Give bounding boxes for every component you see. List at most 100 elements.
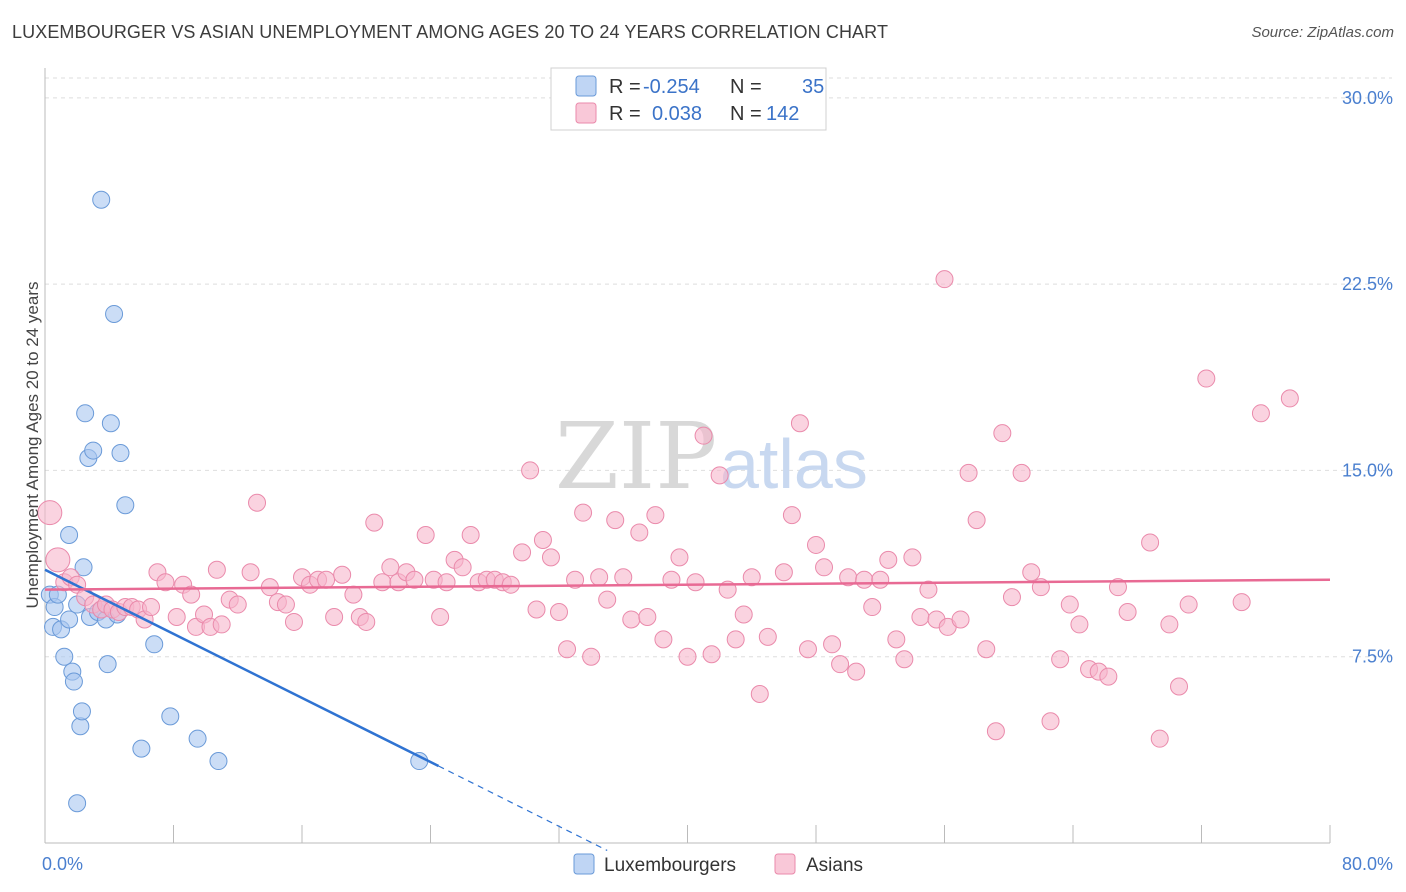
point-asians-40	[344, 585, 363, 604]
point-luxembourgers-27	[111, 444, 130, 463]
point-asians-107	[887, 630, 906, 649]
bottom-legend: Luxembourgers Asians	[573, 853, 863, 876]
point-asians-126	[1051, 650, 1070, 669]
point-asians-121	[1002, 588, 1021, 607]
x-tick-label-max: 80.0%	[1342, 854, 1393, 874]
point-asians-24	[207, 560, 226, 579]
point-asians-118	[977, 640, 996, 659]
point-asians-43	[365, 513, 384, 532]
point-asians-42	[357, 612, 376, 631]
point-asians-64	[533, 530, 552, 549]
point-luxembourgers-18	[84, 441, 103, 460]
point-asians-1	[45, 547, 71, 573]
chart-title: LUXEMBOURGER VS ASIAN UNEMPLOYMENT AMONG…	[12, 22, 889, 42]
watermark-atlas: atlas	[720, 425, 868, 503]
point-asians-98	[815, 558, 834, 577]
point-asians-132	[1108, 578, 1127, 597]
point-asians-81	[670, 548, 689, 567]
point-luxembourgers-32	[188, 729, 207, 748]
point-asians-120	[993, 424, 1012, 443]
point-asians-18	[167, 607, 186, 626]
point-asians-33	[284, 612, 303, 631]
point-asians-0	[37, 500, 63, 526]
point-asians-142	[1280, 389, 1299, 408]
point-asians-73	[606, 511, 625, 530]
point-luxembourgers-23	[98, 655, 117, 674]
point-asians-137	[1170, 677, 1189, 696]
legend-r-label-luxembourgers: R =	[609, 76, 641, 98]
point-asians-67	[558, 640, 577, 659]
point-asians-109	[903, 548, 922, 567]
point-asians-76	[630, 523, 649, 542]
legend-swatch-asians	[575, 102, 597, 124]
point-asians-131	[1099, 667, 1118, 686]
point-asians-20	[182, 585, 201, 604]
y-tick-label-3: 30.0%	[1342, 88, 1393, 108]
point-asians-70	[582, 647, 601, 666]
point-asians-79	[654, 630, 673, 649]
point-asians-60	[501, 575, 520, 594]
point-asians-89	[734, 605, 753, 624]
point-asians-104	[863, 598, 882, 617]
y-tick-label-2: 22.5%	[1342, 274, 1393, 294]
point-asians-111	[919, 580, 938, 599]
point-asians-115	[951, 610, 970, 629]
point-asians-75	[622, 610, 641, 629]
point-asians-116	[959, 463, 978, 482]
point-asians-105	[871, 570, 890, 589]
bottom-legend-label-asians: Asians	[806, 855, 863, 876]
point-asians-95	[790, 414, 809, 433]
point-asians-27	[228, 595, 247, 614]
point-luxembourgers-30	[145, 635, 164, 654]
point-asians-138	[1179, 595, 1198, 614]
trend-line-extension-luxembourgers	[438, 765, 608, 851]
point-asians-62	[521, 461, 540, 480]
point-asians-54	[453, 558, 472, 577]
point-asians-135	[1150, 729, 1169, 748]
point-asians-117	[967, 511, 986, 530]
point-asians-113	[935, 270, 954, 289]
point-asians-38	[325, 607, 344, 626]
point-luxembourgers-28	[116, 496, 135, 515]
legend-n-label-luxembourgers: N =	[730, 76, 762, 98]
point-asians-102	[847, 662, 866, 681]
point-asians-119	[986, 722, 1005, 741]
point-asians-127	[1060, 595, 1079, 614]
point-asians-69	[574, 503, 593, 522]
point-asians-74	[614, 568, 633, 587]
legend-r-value-asians: 0.038	[652, 103, 702, 125]
point-luxembourgers-9	[64, 672, 83, 691]
point-luxembourgers-33	[209, 752, 228, 771]
point-luxembourgers-14	[74, 558, 93, 577]
point-asians-32	[276, 595, 295, 614]
point-asians-51	[431, 607, 450, 626]
legend-r-value-luxembourgers: -0.254	[643, 76, 700, 98]
point-asians-61	[513, 543, 532, 562]
x-tick-label-min: 0.0%	[42, 854, 83, 874]
point-asians-125	[1041, 712, 1060, 731]
point-asians-134	[1141, 533, 1160, 552]
point-asians-66	[550, 603, 568, 622]
point-asians-93	[774, 563, 793, 582]
point-asians-78	[646, 506, 665, 525]
point-luxembourgers-12	[71, 717, 90, 736]
point-luxembourgers-24	[101, 414, 120, 433]
legend-n-value-luxembourgers: 35	[802, 76, 824, 98]
point-asians-37	[317, 570, 336, 589]
point-luxembourgers-11	[68, 794, 87, 813]
legend-r-label-asians: R =	[609, 103, 641, 125]
legend-n-label-asians: N =	[730, 103, 762, 125]
point-asians-122	[1012, 463, 1031, 482]
point-asians-68	[566, 570, 585, 589]
trend-line-luxembourgers	[44, 568, 440, 768]
top-legend: R = -0.254 N = 35 R = 0.038 N = 142	[550, 67, 827, 131]
point-asians-86	[710, 466, 729, 485]
point-asians-52	[437, 573, 456, 592]
point-asians-85	[702, 645, 721, 664]
point-asians-71	[590, 568, 609, 587]
point-luxembourgers-15	[76, 404, 95, 423]
point-asians-92	[758, 627, 777, 646]
y-tick-label-0: 7.5%	[1352, 647, 1393, 667]
point-asians-99	[823, 635, 842, 654]
